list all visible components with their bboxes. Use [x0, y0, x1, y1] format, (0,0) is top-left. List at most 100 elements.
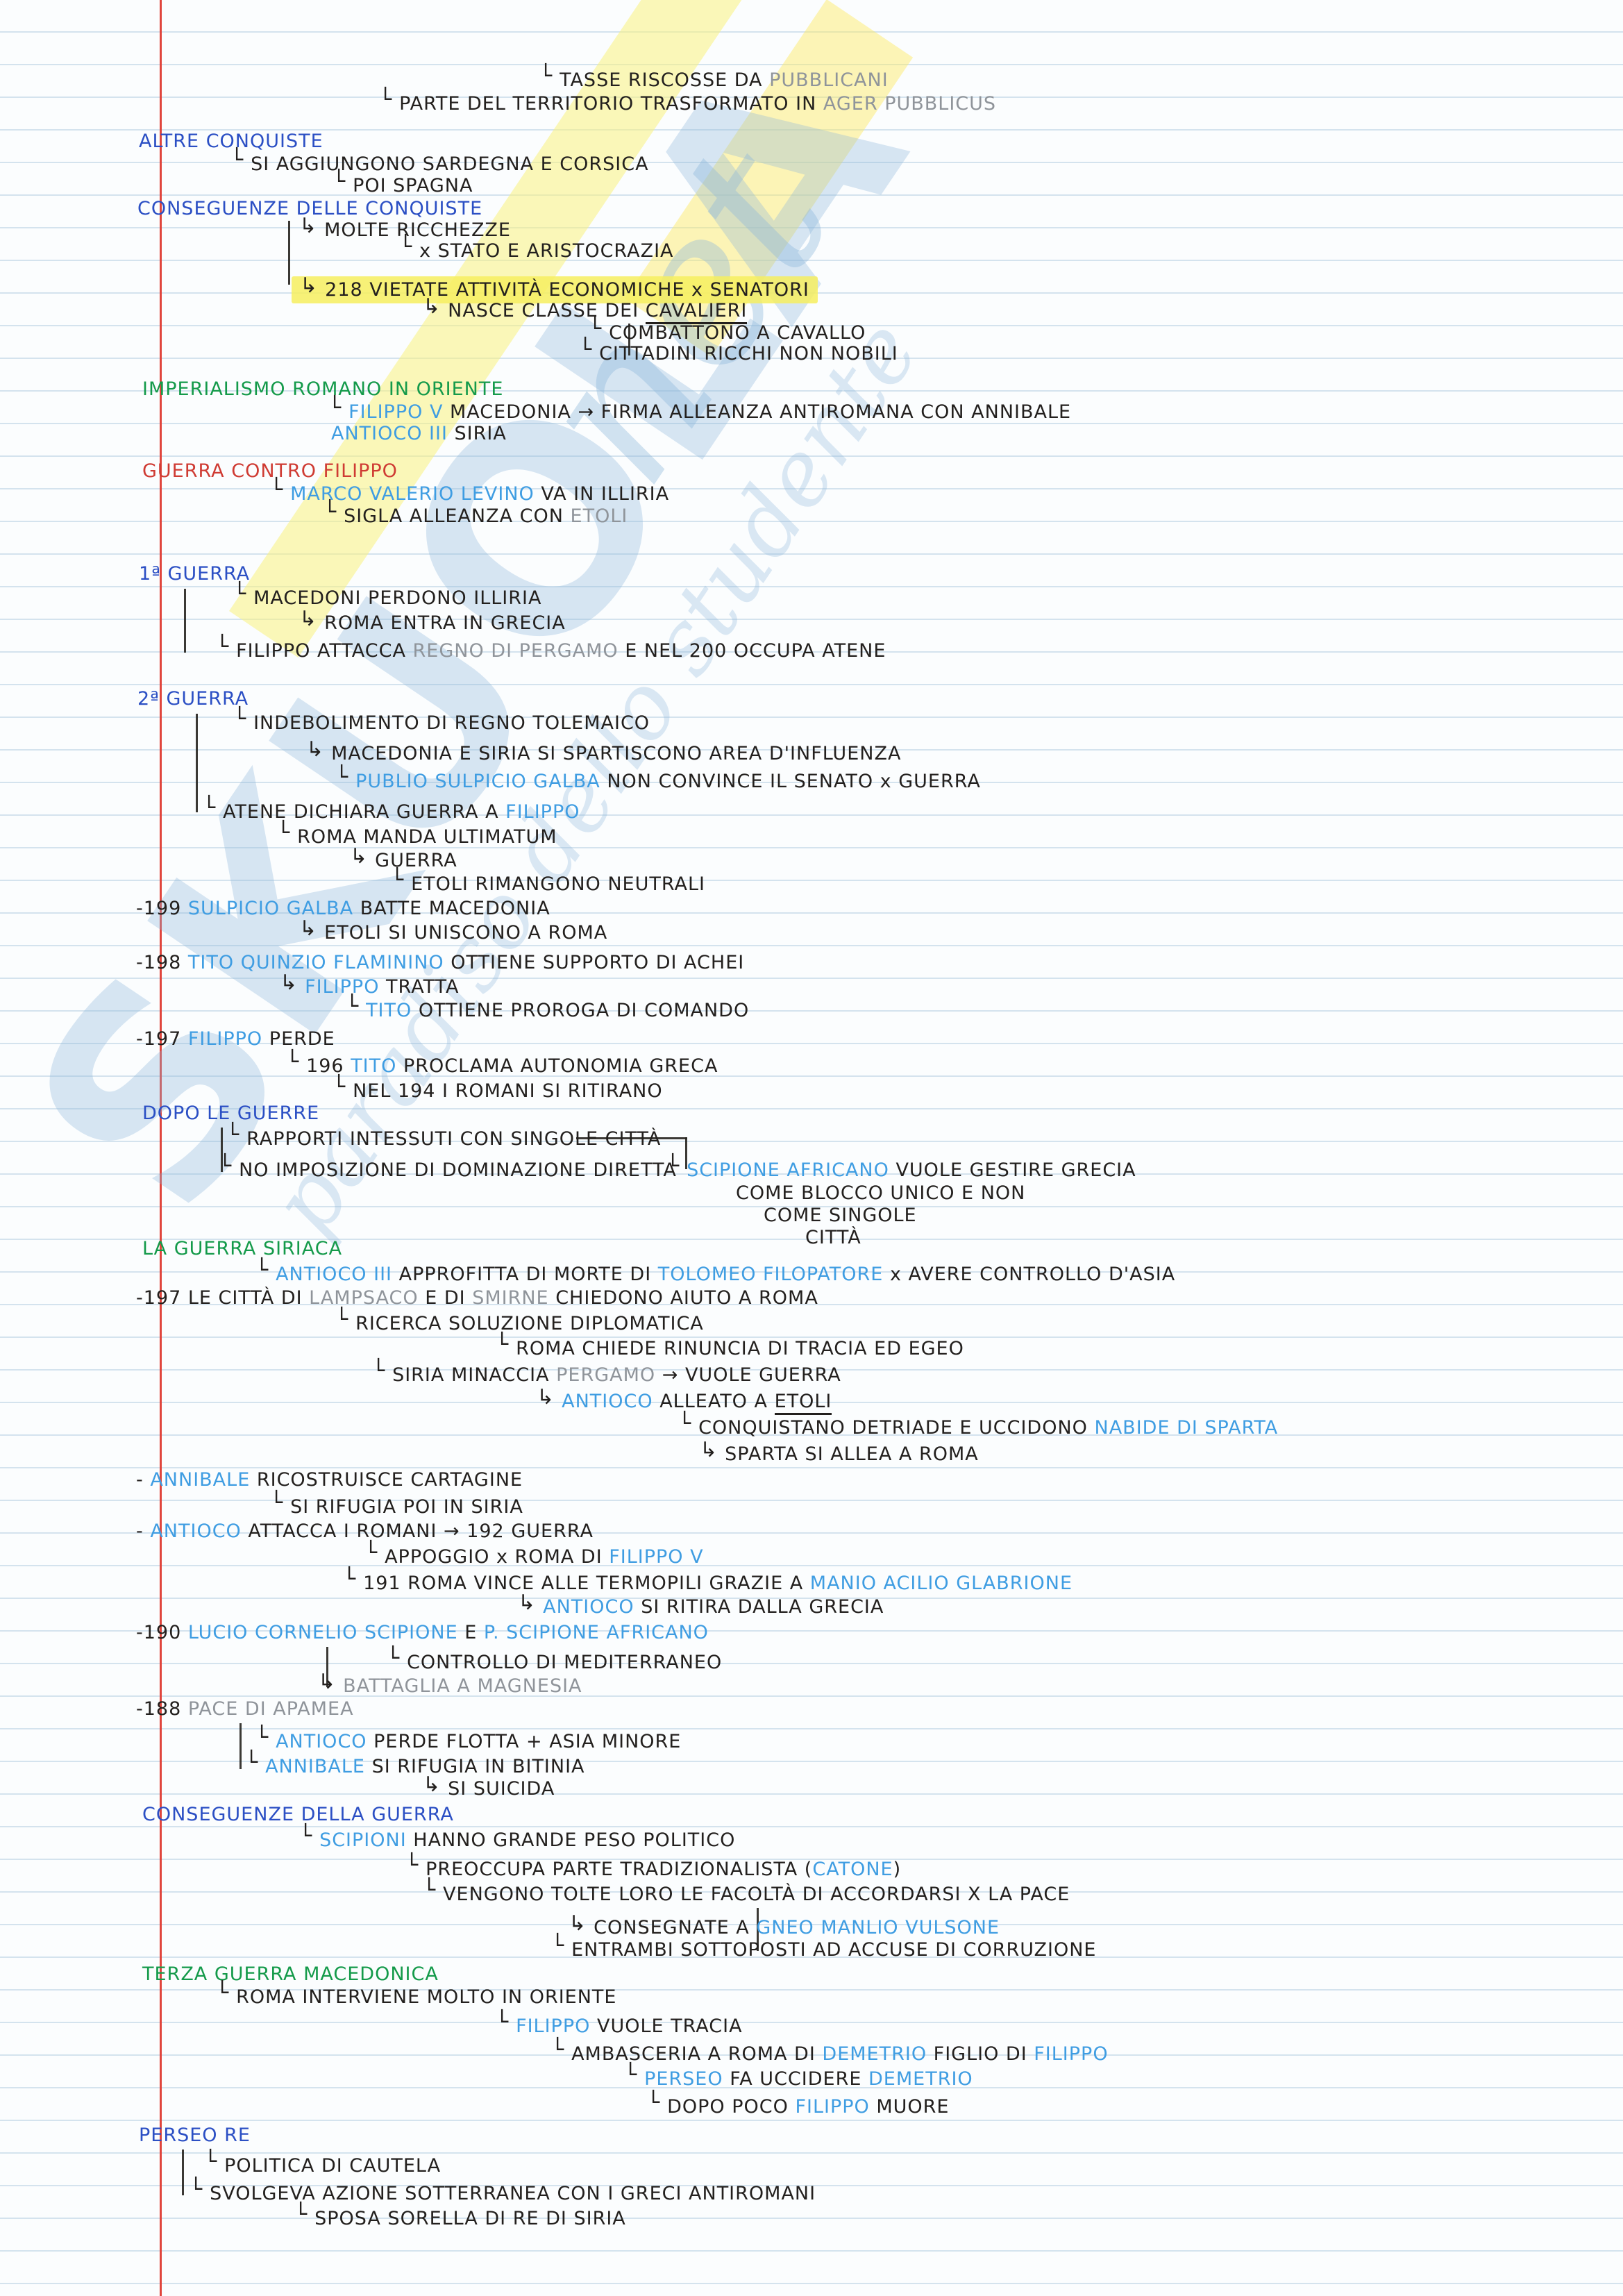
note-line: └ NEL 194 I ROMANI SI RITIRANO	[333, 1075, 663, 1103]
note-line: └ RICERCA SOLUZIONE DIPLOMATICA	[335, 1308, 704, 1336]
note-text: TITO	[351, 1055, 403, 1077]
note-text: ANNIBALE	[265, 1756, 372, 1777]
note-text: x STATO E ARISTOCRAZIA	[419, 240, 674, 262]
note-line: └ VENGONO TOLTE LORO LE FACOLTÀ DI ACCORD…	[423, 1879, 1070, 1907]
note-text: ROMA MANDA ULTIMATUM	[297, 826, 557, 848]
branch-glyph: └	[551, 1934, 565, 1958]
note-text: FILIPPO	[516, 2016, 597, 2037]
branch-glyph: └	[216, 635, 230, 659]
note-text: AMBASCERIA A ROMA DI	[571, 2043, 823, 2065]
note-text: VA IN ILLIRIA	[541, 483, 670, 505]
branch-glyph: └	[277, 821, 291, 845]
branch-glyph: └	[666, 1154, 680, 1178]
branch-glyph: ↳	[299, 607, 318, 631]
note-text: FILIPPO	[505, 801, 580, 823]
note-text: SPARTA SI ALLEA A ROMA	[725, 1443, 979, 1465]
branch-glyph: └	[379, 87, 393, 112]
branch-glyph: ↳	[518, 1591, 537, 1615]
branch-glyph: ↳	[700, 1438, 718, 1462]
note-text: SI RIFUGIA IN BITINIA	[371, 1756, 585, 1777]
note-line: ↳ FILIPPO TRATTA	[280, 971, 459, 999]
note-text: VENGONO TOLTE LORO LE FACOLTÀ DI ACCORDA…	[443, 1884, 1070, 1905]
note-line: └ CONQUISTANO DETRIADE E UCCIDONO NABIDE …	[678, 1412, 1279, 1440]
note-text: PACE DI APAMEA	[187, 1698, 354, 1720]
note-line: └ ATENE DICHIARA GUERRA A FILIPPO	[203, 796, 580, 824]
note-line: DOPO LE GUERRE	[142, 1102, 319, 1125]
note-text: SCIPIONI	[319, 1829, 414, 1851]
note-line: CITTÀ	[805, 1226, 861, 1250]
note-text: RICOSTRUISCE CARTAGINE	[256, 1469, 523, 1491]
note-text: BATTE MACEDONIA	[360, 898, 550, 919]
branch-glyph: └	[270, 1491, 284, 1515]
note-text: ANNIBALE	[150, 1469, 257, 1491]
note-text: GUERRA	[375, 850, 457, 871]
note-text: SI SUICIDA	[448, 1778, 555, 1800]
note-text: TOLOMEO FILOPATORE	[657, 1264, 890, 1285]
note-line: └ PREOCCUPA PARTE TRADIZIONALISTA (CATONE…	[405, 1854, 901, 1882]
branch-glyph: ↳	[306, 737, 325, 762]
note-text: APPOGGIO x ROMA DI	[385, 1546, 609, 1568]
note-text: SMIRNE	[472, 1287, 556, 1309]
note-text: ROMA CHIEDE RINUNCIA DI TRACIA ED EGEO	[516, 1338, 964, 1359]
note-text: NON CONVINCE IL SENATO x GUERRA	[607, 771, 981, 792]
branch-glyph: └	[328, 396, 342, 420]
note-text: ETOLI SI UNISCONO A ROMA	[324, 922, 608, 944]
note-text: POLITICA DI CAUTELA	[224, 2155, 442, 2177]
note-text: COME SINGOLE	[764, 1205, 917, 1226]
branch-glyph: └	[343, 1567, 357, 1591]
branch-glyph: └	[204, 2150, 218, 2174]
note-text: INDEBOLIMENTO DI REGNO TOLEMAICO	[253, 712, 650, 734]
note-text: VUOLE TRACIA	[596, 2016, 743, 2037]
note-text: CHIEDONO AIUTO A ROMA	[555, 1287, 818, 1309]
connector-line	[757, 1908, 759, 1951]
note-line: ↳ SI SUICIDA	[423, 1773, 555, 1801]
branch-glyph: └	[539, 64, 553, 88]
note-line: └ FILIPPO VUOLE TRACIA	[496, 2011, 743, 2038]
note-line: LA GUERRA SIRIACA	[142, 1237, 342, 1261]
note-text: SCIPIONE AFRICANO	[687, 1159, 896, 1181]
note-text: ENTRAMBI SOTTOPOSTI AD ACCUSE DI CORRUZI…	[571, 1939, 1097, 1961]
note-line: └ POLITICA DI CAUTELA	[204, 2150, 442, 2178]
note-line: └ ETOLI RIMANGONO NEUTRALI	[391, 869, 705, 896]
note-line: └ SI AGGIUNGONO SARDEGNA E CORSICA	[230, 149, 649, 176]
branch-glyph: └	[399, 235, 413, 259]
note-text: ETOLI	[570, 505, 628, 527]
note-text: 2ª GUERRA	[137, 688, 249, 710]
branch-glyph: └	[294, 2202, 308, 2227]
note-text: PERSEO RE	[139, 2125, 251, 2146]
note-text: PROCLAMA AUTONOMIA GRECA	[403, 1055, 718, 1077]
note-line: └ SPOSA SORELLA DI RE DI SIRIA	[294, 2203, 626, 2231]
note-text: E DI	[425, 1287, 473, 1309]
note-text: OTTIENE PROROGA DI COMANDO	[418, 1000, 750, 1021]
note-text: AGER PUBBLICUS	[823, 93, 997, 115]
note-text: CONQUISTANO DETRIADE E UCCIDONO	[698, 1417, 1095, 1439]
note-text: HANNO GRANDE PESO POLITICO	[413, 1829, 736, 1851]
branch-glyph: ↳	[299, 214, 318, 238]
note-line: ANTIOCO III SIRIA	[331, 422, 507, 446]
note-text: PERDE FLOTTA + ASIA MINORE	[373, 1731, 682, 1752]
note-line: └ SI RIFUGIA POI IN SIRIA	[270, 1491, 523, 1519]
note-line: └ SCIPIONE AFRICANO VUOLE GESTIRE GRECIA	[666, 1155, 1136, 1182]
branch-glyph: └	[333, 169, 346, 194]
note-text: SI AGGIUNGONO SARDEGNA E CORSICA	[251, 153, 649, 175]
connector-line	[182, 2150, 184, 2195]
branch-glyph: └	[219, 1154, 233, 1178]
note-line: └ ANTIOCO PERDE FLOTTA + ASIA MINORE	[255, 1726, 682, 1754]
note-line: ↳ ANTIOCO ALLEATO A ETOLI	[537, 1386, 832, 1415]
branch-glyph: └	[678, 1411, 692, 1436]
note-text: SULPICIO GALBA	[187, 898, 360, 919]
branch-glyph: └	[364, 1541, 378, 1565]
branch-glyph: └	[387, 1646, 401, 1670]
note-line: COME SINGOLE	[764, 1204, 917, 1227]
note-text: SPOSA SORELLA DI RE DI SIRIA	[314, 2208, 626, 2229]
note-text: NABIDE DI SPARTA	[1094, 1417, 1279, 1439]
note-text: CONTROLLO DI MEDITERRANEO	[407, 1652, 723, 1673]
note-text: POI SPAGNA	[353, 175, 473, 196]
branch-glyph: └	[405, 1853, 419, 1877]
note-line: └ ANTIOCO III APPROFITTA DI MORTE DI TOLO…	[255, 1259, 1175, 1287]
note-line: -190 LUCIO CORNELIO SCIPIONE E P. SCIPIO…	[136, 1621, 709, 1645]
branch-glyph: ↳	[280, 971, 298, 995]
note-text: GNEO MANLIO VULSONE	[756, 1917, 1000, 1938]
note-text: E NEL 200 OCCUPA ATENE	[625, 640, 886, 662]
branch-glyph: └	[335, 1307, 349, 1332]
